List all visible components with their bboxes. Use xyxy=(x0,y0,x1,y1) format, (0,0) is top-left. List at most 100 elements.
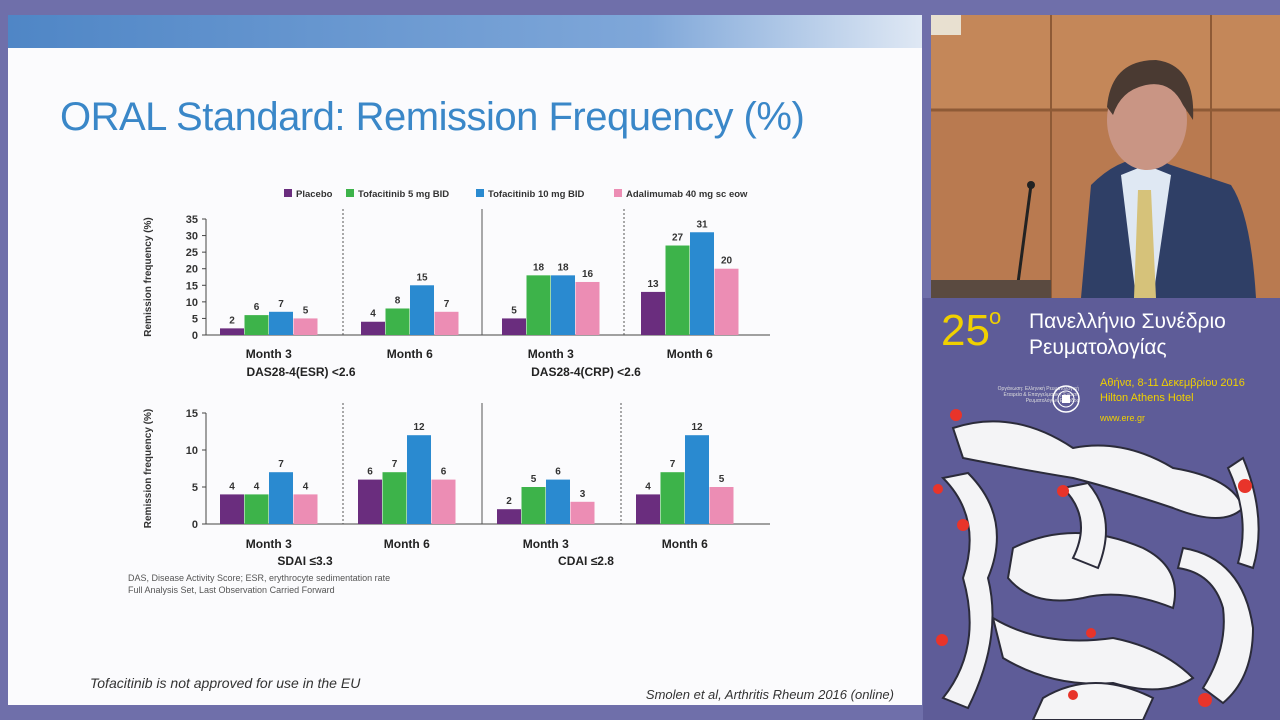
bar-1-0-1-0 xyxy=(358,479,382,524)
x-category-label: Month 6 xyxy=(667,347,713,361)
bar-1-1-0-2 xyxy=(546,479,570,524)
bar-0-0-1-1 xyxy=(385,308,410,335)
conference-edition-number: 25 xyxy=(941,306,990,355)
legend-swatch-2 xyxy=(476,189,484,197)
bar-value-label: 5 xyxy=(511,305,517,316)
speaker-video-feed xyxy=(931,15,1280,298)
measure-label: CDAI ≤2.8 xyxy=(558,554,614,568)
y-tick-label-0: 35 xyxy=(186,214,198,226)
bar-0-1-0-2 xyxy=(551,275,575,335)
slide-header-bar xyxy=(8,15,922,48)
citation-reference: Smolen et al, Arthritis Rheum 2016 (onli… xyxy=(645,687,894,702)
bar-value-label: 12 xyxy=(413,422,425,433)
bar-0-0-0-3 xyxy=(293,318,318,335)
bar-1-0-0-3 xyxy=(293,494,318,524)
bar-1-0-0-0 xyxy=(220,494,244,524)
conference-title-line1: Πανελλήνιο Συνέδριο xyxy=(1029,310,1226,333)
legend-swatch-1 xyxy=(346,189,354,197)
x-category-label: Month 6 xyxy=(662,537,708,551)
bar-1-1-0-1 xyxy=(521,487,546,524)
bar-value-label: 6 xyxy=(367,467,373,478)
bar-1-0-0-2 xyxy=(269,472,293,524)
legend-label-2: Tofacitinib 10 mg BID xyxy=(488,189,585,200)
bar-value-label: 2 xyxy=(506,496,512,507)
bar-1-1-0-3 xyxy=(570,501,595,524)
bar-value-label: 5 xyxy=(303,305,309,316)
remission-chart: Placebo Tofacitinib 5 mg BID Tofacitinib 1… xyxy=(143,189,770,568)
bar-value-label: 4 xyxy=(370,309,376,320)
x-category-label: Month 3 xyxy=(246,537,292,551)
bar-value-label: 7 xyxy=(444,299,450,310)
conference-title-line2: Ρευματολογίας xyxy=(1029,336,1167,359)
y-tick-label-1: 10 xyxy=(186,445,198,457)
bar-0-0-1-0 xyxy=(361,321,385,335)
bar-0-0-1-3 xyxy=(434,311,459,335)
approval-disclaimer: Tofacitinib is not approved for use in t… xyxy=(90,675,361,691)
legend-swatch-3 xyxy=(614,189,622,197)
bar-1-1-1-2 xyxy=(685,435,709,524)
bar-0-0-0-0 xyxy=(220,328,244,335)
legend-swatch-0 xyxy=(284,189,292,197)
y-tick-label-0: 25 xyxy=(186,247,198,259)
bar-value-label: 5 xyxy=(719,474,725,485)
legend-label-0: Placebo xyxy=(296,189,333,200)
bar-value-label: 27 xyxy=(672,233,684,244)
y-tick-label-0: 0 xyxy=(192,330,198,342)
conference-date: Αθήνα, 8-11 Δεκεμβρίου 2016 xyxy=(1100,377,1245,389)
x-category-label: Month 6 xyxy=(384,537,430,551)
bar-value-label: 31 xyxy=(696,219,708,230)
y-tick-label-0: 20 xyxy=(186,264,198,276)
y-tick-label-1: 0 xyxy=(192,519,198,531)
x-category-label: Month 3 xyxy=(246,347,292,361)
bar-value-label: 6 xyxy=(441,467,447,478)
bar-0-0-0-2 xyxy=(269,311,293,335)
bar-value-label: 8 xyxy=(395,295,401,306)
bar-1-0-1-3 xyxy=(431,479,456,524)
chart-footnote-abbreviations: DAS, Disease Activity Score; ESR, erythr… xyxy=(128,573,391,583)
y-tick-label-0: 10 xyxy=(186,297,198,309)
bar-0-1-0-1 xyxy=(526,275,551,335)
conference-banner: 25 o Πανελλήνιο Συνέδριο Ρευματολογίας Ο… xyxy=(923,298,1280,720)
bar-0-1-0-3 xyxy=(575,281,600,335)
y-tick-label-0: 15 xyxy=(186,280,198,292)
bar-0-1-1-2 xyxy=(690,232,714,335)
speaker-image xyxy=(931,15,1280,298)
bar-0-0-1-2 xyxy=(410,285,434,335)
bar-value-label: 4 xyxy=(254,481,260,492)
x-category-label: Month 6 xyxy=(387,347,433,361)
y-axis-label-0: Remission frequency (%) xyxy=(143,217,154,336)
y-tick-label-0: 30 xyxy=(186,231,198,243)
y-tick-label-1: 15 xyxy=(186,408,198,420)
conference-edition-superscript: o xyxy=(989,304,1002,329)
bar-value-label: 15 xyxy=(416,272,428,283)
x-category-label: Month 3 xyxy=(523,537,569,551)
conference-venue: Hilton Athens Hotel xyxy=(1100,392,1194,404)
bar-value-label: 18 xyxy=(557,262,569,273)
bar-1-1-1-0 xyxy=(636,494,660,524)
y-tick-label-1: 5 xyxy=(192,482,198,494)
bar-value-label: 12 xyxy=(691,422,703,433)
bar-value-label: 5 xyxy=(531,474,537,485)
bar-1-0-0-1 xyxy=(244,494,269,524)
chart-footnote-analysis-set: Full Analysis Set, Last Observation Carr… xyxy=(128,585,335,595)
bar-0-1-1-1 xyxy=(665,245,690,335)
bar-1-1-0-0 xyxy=(497,509,521,524)
y-axis-label-1: Remission frequency (%) xyxy=(143,409,154,528)
bar-value-label: 18 xyxy=(533,262,545,273)
bar-0-1-1-0 xyxy=(641,291,665,335)
bar-1-1-1-3 xyxy=(709,487,734,524)
legend-label-3: Adalimumab 40 mg sc eow xyxy=(626,189,748,200)
bar-0-1-1-3 xyxy=(714,268,739,335)
measure-label: DAS28-4(CRP) <2.6 xyxy=(531,365,641,379)
x-category-label: Month 3 xyxy=(528,347,574,361)
bar-value-label: 7 xyxy=(278,299,284,310)
bar-value-label: 3 xyxy=(580,489,586,500)
presentation-slide: ORAL Standard: Remission Frequency (%) P… xyxy=(8,15,922,705)
bar-value-label: 7 xyxy=(278,459,284,470)
bar-value-label: 6 xyxy=(555,467,561,478)
bar-1-0-1-2 xyxy=(407,435,431,524)
bar-value-label: 16 xyxy=(582,269,594,280)
bar-value-label: 13 xyxy=(647,279,659,290)
bar-value-label: 20 xyxy=(721,256,733,267)
bar-value-label: 2 xyxy=(229,315,235,326)
